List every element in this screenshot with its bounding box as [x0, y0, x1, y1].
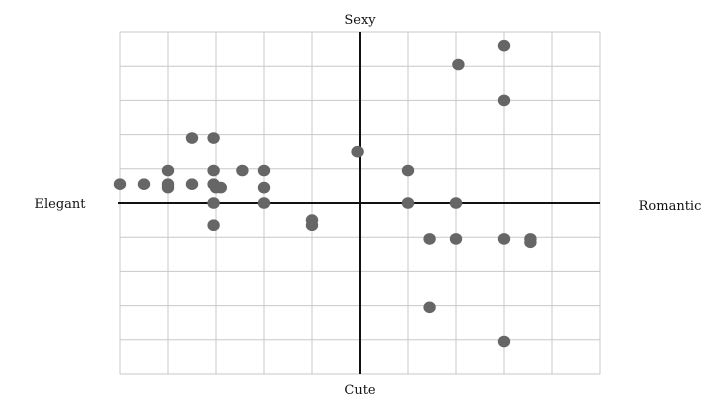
data-points	[113, 39, 537, 348]
data-point	[423, 301, 436, 314]
data-point	[257, 197, 271, 209]
data-point	[497, 39, 511, 52]
data-point	[449, 197, 463, 209]
data-point	[305, 219, 319, 232]
data-point	[351, 145, 364, 158]
axes	[118, 32, 600, 374]
data-point	[497, 335, 511, 348]
data-point	[449, 233, 463, 245]
data-point	[207, 164, 220, 177]
axis-label-bottom: Cute	[344, 383, 376, 398]
data-point	[236, 164, 249, 177]
data-point	[497, 233, 511, 245]
data-point	[257, 164, 271, 177]
data-point	[401, 197, 415, 209]
data-point	[161, 181, 175, 194]
data-point	[185, 178, 199, 190]
data-point	[214, 181, 227, 194]
axis-label-top: Sexy	[344, 13, 376, 28]
data-point	[497, 94, 511, 107]
data-point	[137, 178, 151, 190]
data-point	[257, 181, 271, 194]
data-point	[113, 178, 127, 190]
data-point	[207, 197, 220, 209]
data-point	[207, 132, 220, 144]
axis-label-left: Elegant	[34, 197, 86, 212]
axis-label-right: Romantic	[639, 199, 702, 214]
data-point	[185, 132, 199, 144]
data-point	[524, 236, 537, 249]
data-point	[423, 233, 436, 245]
data-point	[401, 164, 415, 177]
data-point	[452, 58, 465, 71]
data-point	[207, 219, 220, 232]
data-point	[161, 164, 175, 177]
